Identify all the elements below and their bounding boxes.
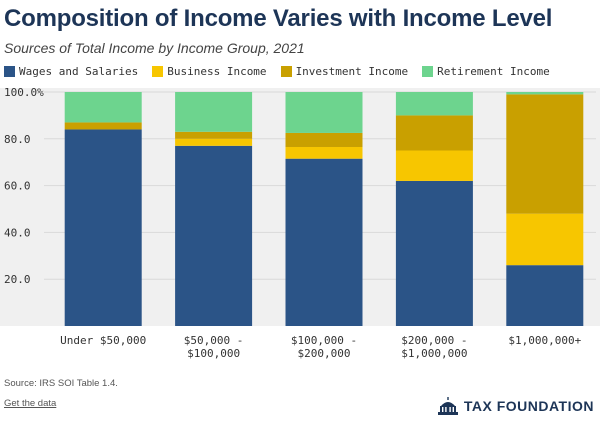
bar-segment xyxy=(175,138,253,146)
bar-segment xyxy=(285,158,363,326)
y-tick-label: 60.0 xyxy=(4,180,31,193)
bar-segment xyxy=(506,94,584,214)
bar-segment xyxy=(506,213,584,266)
x-tick-label: $1,000,000 xyxy=(401,347,467,360)
legend-item: Investment Income xyxy=(280,65,409,78)
legend-swatch xyxy=(152,66,164,77)
bar-segment xyxy=(506,265,584,326)
legend-swatch xyxy=(280,66,292,77)
y-tick-label: 20.0 xyxy=(4,273,31,286)
x-tick-label: $200,000 - xyxy=(401,334,467,347)
brand-name: TAX FOUNDATION xyxy=(463,398,594,414)
x-tick-label: $100,000 - xyxy=(291,334,357,347)
x-tick-label: $100,000 xyxy=(187,347,240,360)
bar-segment xyxy=(64,92,142,123)
bar-segment xyxy=(395,92,473,116)
x-tick-label: Under $50,000 xyxy=(60,334,146,347)
bar-segment xyxy=(175,92,253,132)
bar-segment xyxy=(64,122,142,130)
legend-label: Wages and Salaries xyxy=(19,65,139,78)
get-data-link[interactable]: Get the data xyxy=(4,398,57,409)
chart-title: Composition of Income Varies with Income… xyxy=(4,5,553,32)
bar-segment xyxy=(395,115,473,151)
source-note: Source: IRS SOI Table 1.4. xyxy=(4,378,118,389)
bar-segment xyxy=(395,180,473,326)
legend-item: Wages and Salaries xyxy=(4,65,138,78)
bar-segment xyxy=(506,92,584,95)
legend-item: Business Income xyxy=(152,65,267,78)
legend-swatch xyxy=(422,66,434,77)
x-tick-label: $50,000 - xyxy=(184,334,244,347)
y-tick-label: 100.0% xyxy=(4,88,44,99)
legend-swatch xyxy=(4,66,15,77)
legend-label: Retirement Income xyxy=(437,65,550,78)
bar-segment xyxy=(285,92,363,133)
legend-item: Retirement Income xyxy=(422,65,550,78)
y-tick-label: 40.0 xyxy=(4,226,31,239)
bar-segment xyxy=(285,146,363,159)
brand-logo: TAX FOUNDATION xyxy=(437,397,594,415)
chart-subtitle: Sources of Total Income by Income Group,… xyxy=(4,40,305,56)
bar-segment xyxy=(395,150,473,181)
y-tick-label: 80.0 xyxy=(4,133,31,146)
bar-segment xyxy=(64,129,142,326)
bar-segment xyxy=(285,132,363,147)
bar-segment xyxy=(175,145,253,326)
x-tick-label: $200,000 xyxy=(298,347,351,360)
legend-label: Business Income xyxy=(167,65,267,78)
bar-segment xyxy=(175,131,253,139)
legend: Wages and Salaries Business Income Inves… xyxy=(4,65,550,78)
stacked-bar-chart: 20.0 40.0 60.0 80.0 100.0% Under $50,000 $50,0… xyxy=(0,88,600,360)
capitol-icon xyxy=(437,397,458,415)
legend-label: Investment Income xyxy=(295,65,409,78)
x-tick-label: $1,000,000+ xyxy=(508,334,581,347)
